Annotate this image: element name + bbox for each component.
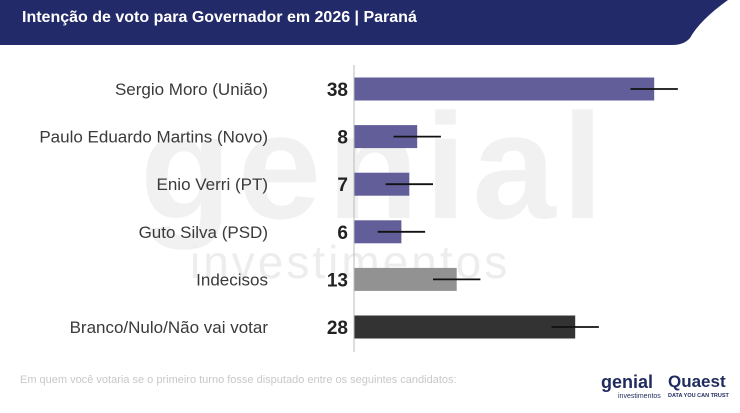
value-label: 6 [337, 223, 348, 244]
quaest-logo-tagline: DATA YOU CAN TRUST [668, 393, 729, 399]
genial-logo-subtext: investimentos [618, 393, 661, 400]
category-label: Sergio Moro (União) [115, 80, 268, 99]
header-background [0, 0, 728, 45]
value-label: 28 [327, 318, 348, 339]
genial-logo-text: genial [601, 372, 654, 392]
bar [354, 267, 457, 291]
bar [354, 125, 418, 149]
header-banner: Intenção de voto para Governador em 2026… [0, 0, 740, 45]
category-label: Branco/Nulo/Não vai votar [70, 318, 269, 337]
category-label: Guto Silva (PSD) [139, 223, 268, 242]
page-title: Intenção de voto para Governador em 2026… [22, 9, 417, 26]
survey-question-note: Em quem você votaria se o primeiro turno… [20, 374, 457, 386]
quaest-logo: Quaest DATA YOU CAN TRUST [668, 372, 730, 402]
genial-logo: genial investimentos [601, 372, 661, 402]
category-label: Paulo Eduardo Martins (Novo) [39, 128, 268, 147]
category-label: Indecisos [196, 270, 268, 289]
bar [354, 172, 410, 196]
quaest-logo-text: Quaest [668, 372, 726, 391]
value-label: 8 [337, 128, 348, 149]
bar [354, 77, 655, 101]
bar [354, 315, 576, 339]
value-label: 38 [327, 80, 348, 101]
category-label: Enio Verri (PT) [157, 175, 268, 194]
value-label: 13 [327, 270, 348, 291]
value-label: 7 [337, 175, 348, 196]
